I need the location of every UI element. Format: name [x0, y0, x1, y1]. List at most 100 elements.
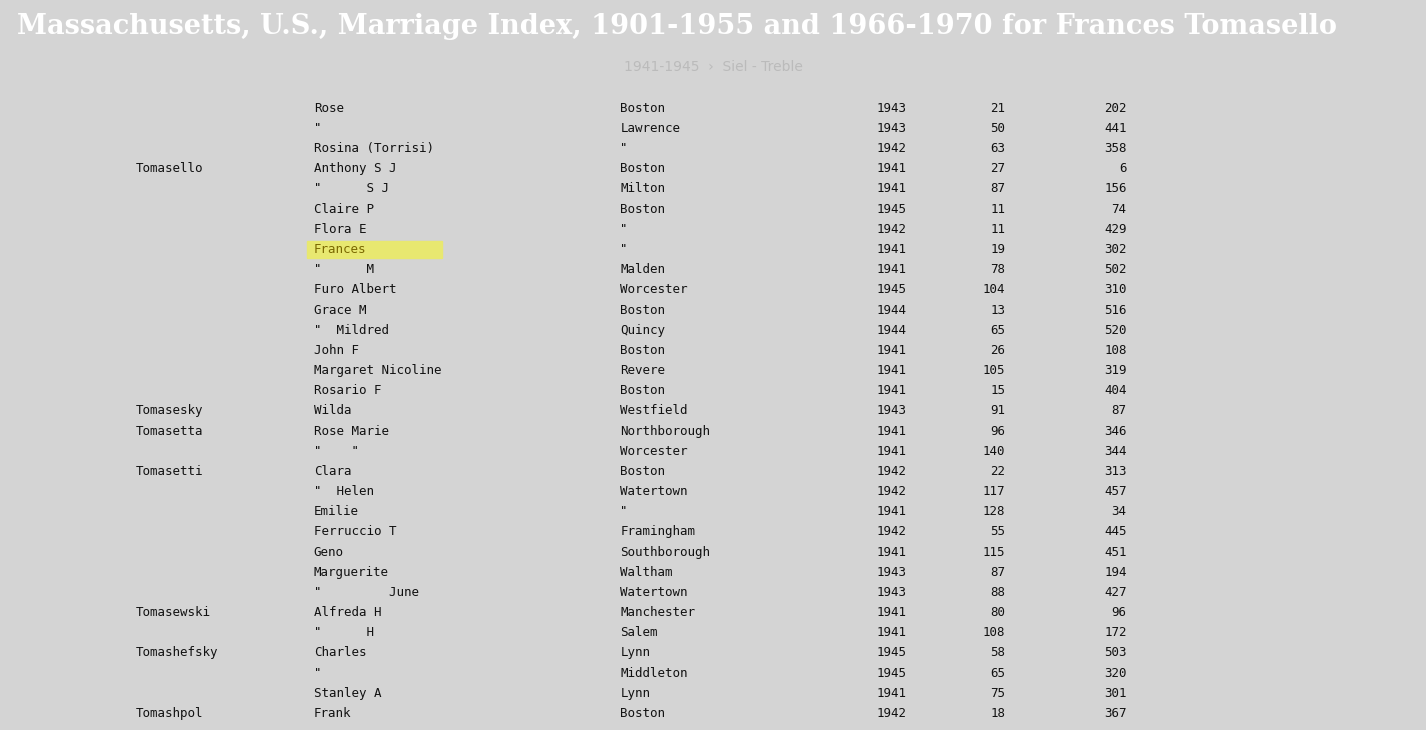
Text: Lynn: Lynn — [620, 687, 650, 700]
Text: Malden: Malden — [620, 263, 666, 276]
Text: Massachusetts, U.S., Marriage Index, 1901-1955 and 1966-1970 for Frances Tomasel: Massachusetts, U.S., Marriage Index, 190… — [17, 12, 1338, 39]
Text: 502: 502 — [1104, 263, 1127, 276]
Text: 1941: 1941 — [877, 425, 907, 437]
Text: Revere: Revere — [620, 364, 666, 377]
Text: 78: 78 — [990, 263, 1005, 276]
Text: 344: 344 — [1104, 445, 1127, 458]
Text: Worcester: Worcester — [620, 445, 687, 458]
Text: 1942: 1942 — [877, 485, 907, 498]
Text: 1944: 1944 — [877, 323, 907, 337]
Text: 13: 13 — [990, 304, 1005, 317]
Text: 1941: 1941 — [877, 687, 907, 700]
Text: Tomasewski: Tomasewski — [135, 606, 211, 619]
Text: Waltham: Waltham — [620, 566, 673, 579]
Text: 1943: 1943 — [877, 404, 907, 418]
Text: 1942: 1942 — [877, 707, 907, 720]
Text: 1941: 1941 — [877, 364, 907, 377]
Text: Flora E: Flora E — [314, 223, 366, 236]
Text: 451: 451 — [1104, 545, 1127, 558]
Text: 346: 346 — [1104, 425, 1127, 437]
Text: 6: 6 — [1119, 162, 1127, 175]
Text: 63: 63 — [990, 142, 1005, 155]
Text: 91: 91 — [990, 404, 1005, 418]
Text: ": " — [620, 243, 627, 256]
Text: ": " — [314, 666, 321, 680]
Text: Tomasesky: Tomasesky — [135, 404, 202, 418]
Text: Geno: Geno — [314, 545, 344, 558]
Text: 11: 11 — [990, 203, 1005, 215]
Text: 516: 516 — [1104, 304, 1127, 317]
Text: 1941: 1941 — [877, 505, 907, 518]
Text: Clara: Clara — [314, 465, 351, 478]
Text: Middleton: Middleton — [620, 666, 687, 680]
Text: 65: 65 — [990, 323, 1005, 337]
Text: Anthony S J: Anthony S J — [314, 162, 396, 175]
Text: 1941: 1941 — [877, 384, 907, 397]
Text: Salem: Salem — [620, 626, 657, 639]
Text: Lynn: Lynn — [620, 647, 650, 659]
Text: 87: 87 — [990, 566, 1005, 579]
Text: 194: 194 — [1104, 566, 1127, 579]
Text: Boston: Boston — [620, 304, 666, 317]
Text: 21: 21 — [990, 101, 1005, 115]
Text: Manchester: Manchester — [620, 606, 696, 619]
Text: Charles: Charles — [314, 647, 366, 659]
Text: 117: 117 — [983, 485, 1005, 498]
Text: "      H: " H — [314, 626, 374, 639]
Text: 108: 108 — [983, 626, 1005, 639]
Text: 1945: 1945 — [877, 647, 907, 659]
Text: 1941: 1941 — [877, 263, 907, 276]
Text: "  Mildred: " Mildred — [314, 323, 389, 337]
Text: Rosario F: Rosario F — [314, 384, 381, 397]
Text: 104: 104 — [983, 283, 1005, 296]
Text: 1942: 1942 — [877, 526, 907, 539]
Text: 140: 140 — [983, 445, 1005, 458]
Text: 22: 22 — [990, 465, 1005, 478]
Text: 115: 115 — [983, 545, 1005, 558]
Text: 74: 74 — [1111, 203, 1127, 215]
Text: 50: 50 — [990, 122, 1005, 135]
Text: Southborough: Southborough — [620, 545, 710, 558]
Text: "      S J: " S J — [314, 182, 389, 196]
Text: 96: 96 — [1111, 606, 1127, 619]
Text: "      M: " M — [314, 263, 374, 276]
Text: Milton: Milton — [620, 182, 666, 196]
Text: Claire P: Claire P — [314, 203, 374, 215]
Text: Stanley A: Stanley A — [314, 687, 381, 700]
Text: 441: 441 — [1104, 122, 1127, 135]
Text: 96: 96 — [990, 425, 1005, 437]
Text: ": " — [620, 223, 627, 236]
Text: Boston: Boston — [620, 465, 666, 478]
Text: 1945: 1945 — [877, 203, 907, 215]
Text: 520: 520 — [1104, 323, 1127, 337]
Text: 404: 404 — [1104, 384, 1127, 397]
Text: 1942: 1942 — [877, 223, 907, 236]
Text: Rose: Rose — [314, 101, 344, 115]
Text: Emilie: Emilie — [314, 505, 359, 518]
Text: Boston: Boston — [620, 162, 666, 175]
Text: ": " — [620, 142, 627, 155]
Text: 55: 55 — [990, 526, 1005, 539]
Text: 1943: 1943 — [877, 566, 907, 579]
Text: Westfield: Westfield — [620, 404, 687, 418]
Text: 367: 367 — [1104, 707, 1127, 720]
Text: 1943: 1943 — [877, 586, 907, 599]
Text: 319: 319 — [1104, 364, 1127, 377]
Text: Frances: Frances — [314, 243, 366, 256]
Text: 156: 156 — [1104, 182, 1127, 196]
Text: Frank: Frank — [314, 707, 351, 720]
Text: 313: 313 — [1104, 465, 1127, 478]
Text: Margaret Nicoline: Margaret Nicoline — [314, 364, 441, 377]
Text: Tomashpol: Tomashpol — [135, 707, 202, 720]
Text: 172: 172 — [1104, 626, 1127, 639]
Text: Tomasetti: Tomasetti — [135, 465, 202, 478]
Text: Tomashefsky: Tomashefsky — [135, 647, 218, 659]
Text: 1941: 1941 — [877, 545, 907, 558]
Text: Northborough: Northborough — [620, 425, 710, 437]
Text: Tomasello: Tomasello — [135, 162, 202, 175]
Text: ": " — [314, 122, 321, 135]
Text: Boston: Boston — [620, 203, 666, 215]
Text: Tomasetta: Tomasetta — [135, 425, 202, 437]
Text: 302: 302 — [1104, 243, 1127, 256]
Text: 65: 65 — [990, 666, 1005, 680]
